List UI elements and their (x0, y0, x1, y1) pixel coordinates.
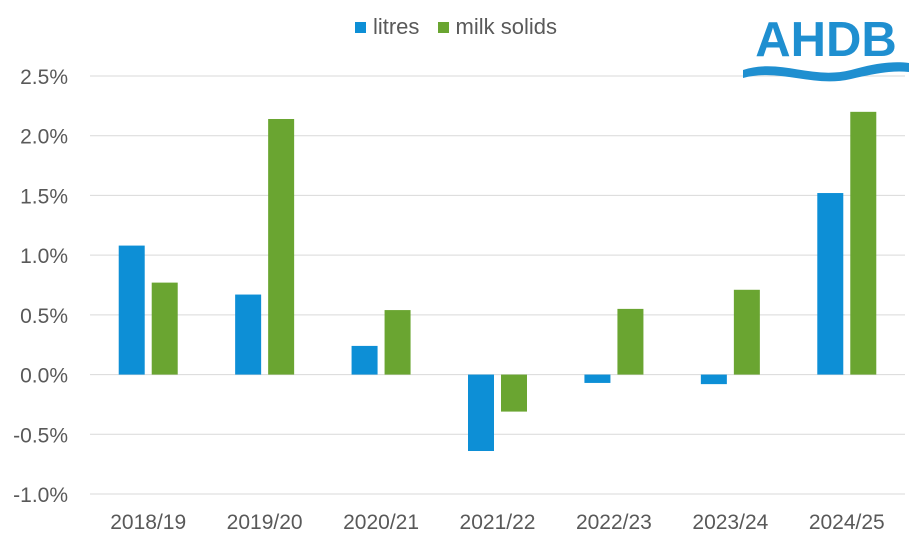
bar-milk-solids (151, 282, 178, 375)
ahdb-logo: AHDB (743, 13, 909, 82)
legend-item-milk-solids: milk solids (437, 14, 558, 40)
y-tick-label: 2.5% (20, 66, 68, 89)
x-tick-label: 2022/23 (576, 511, 652, 534)
y-tick-label: 1.5% (20, 185, 68, 208)
bar-litres (118, 245, 145, 375)
logo-wave (743, 62, 909, 82)
bar-litres (235, 294, 262, 375)
y-tick-label: 2.0% (20, 126, 68, 149)
y-tick-label: 0.0% (20, 365, 68, 388)
y-tick-label: -1.0% (13, 484, 68, 507)
y-tick-label: -0.5% (13, 424, 68, 447)
legend-label-litres: litres (372, 14, 420, 39)
legend-label-milk-solids: milk solids (455, 14, 558, 39)
y-tick-label: 1.0% (20, 245, 68, 268)
legend-item-litres: litres (354, 14, 420, 40)
x-tick-label: 2023/24 (692, 511, 768, 534)
bar-litres (700, 374, 727, 385)
bar-milk-solids (501, 374, 527, 412)
bar-litres (584, 374, 611, 383)
bar-litres (351, 345, 378, 375)
bar-milk-solids (850, 111, 877, 375)
x-tick-label: 2020/21 (343, 511, 419, 534)
y-tick-label: 0.5% (20, 305, 68, 328)
bar-litres (468, 374, 494, 452)
bar-milk-solids (384, 310, 411, 375)
bar-milk-solids (268, 118, 295, 375)
x-tick-label: 2024/25 (809, 511, 885, 534)
chart-legend: litres milk solids (0, 14, 912, 40)
logo-text: AHDB (755, 13, 897, 67)
legend-swatch-litres (354, 22, 366, 33)
bar-litres (817, 193, 844, 375)
bar-milk-solids (617, 308, 644, 375)
x-tick-label: 2019/20 (227, 511, 303, 534)
x-tick-label: 2018/19 (110, 511, 186, 534)
x-tick-label: 2021/22 (460, 511, 536, 534)
legend-swatch-milk-solids (437, 22, 449, 33)
bar-milk-solids (733, 289, 760, 375)
